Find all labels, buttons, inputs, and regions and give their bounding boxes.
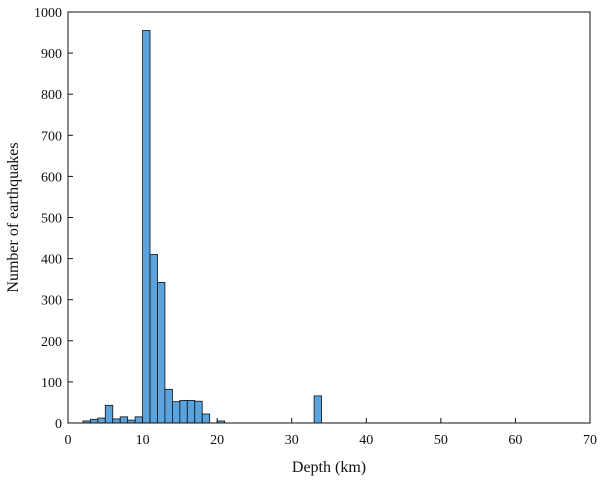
- y-tick-label: 700: [41, 129, 62, 144]
- histogram-bar: [157, 282, 166, 424]
- y-tick-label: 600: [41, 170, 62, 185]
- histogram-bar: [97, 417, 106, 424]
- y-axis-label: Number of earthquakes: [5, 142, 22, 292]
- x-tick-label: 30: [285, 433, 299, 448]
- histogram-bar: [119, 416, 129, 424]
- histogram-bar: [201, 413, 211, 424]
- y-tick-label: 900: [41, 47, 62, 62]
- y-tick-label: 0: [55, 417, 62, 432]
- y-tick-label: 800: [41, 88, 62, 103]
- y-tick-label: 200: [41, 335, 62, 350]
- histogram-bar: [194, 400, 203, 424]
- x-axis-label: Depth (km): [292, 459, 366, 476]
- histogram-bar: [89, 418, 99, 424]
- histogram-bar: [112, 418, 121, 424]
- x-tick-label: 20: [210, 433, 224, 448]
- bars-group: [82, 30, 322, 424]
- x-tick-label: 70: [583, 433, 597, 448]
- histogram-bar: [313, 395, 322, 424]
- y-tick-label: 1000: [34, 6, 62, 21]
- x-tick-label: 10: [136, 433, 150, 448]
- histogram-bar: [149, 254, 158, 424]
- histogram-bar: [171, 401, 181, 424]
- histogram-bar: [142, 30, 151, 424]
- histogram-bar: [179, 399, 188, 424]
- y-tick-label: 500: [41, 212, 62, 227]
- histogram-bar: [104, 404, 114, 424]
- x-tick-label: 60: [508, 433, 522, 448]
- ticks-group: 0 10 20 30 40 50 60 700100200300400500600700800…: [34, 6, 597, 448]
- y-tick-label: 100: [41, 376, 62, 391]
- x-tick-label: 40: [359, 433, 373, 448]
- histogram-bar: [186, 399, 196, 424]
- x-tick-label: 0: [65, 433, 72, 448]
- histogram-bar: [164, 388, 173, 424]
- y-tick-label: 300: [41, 294, 62, 309]
- x-tick-label: 50: [434, 433, 448, 448]
- y-tick-label: 400: [41, 253, 62, 268]
- histogram-bar: [134, 416, 143, 424]
- plot-frame: [67, 11, 591, 424]
